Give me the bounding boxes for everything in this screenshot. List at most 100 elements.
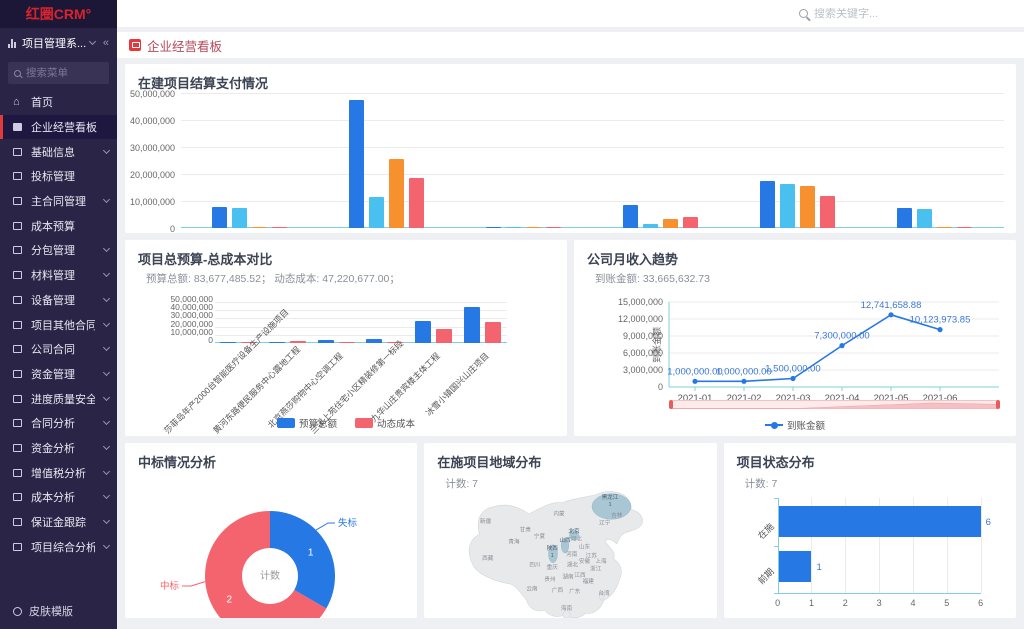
sidebar-item-15[interactable]: 资金分析 bbox=[0, 436, 117, 461]
pie-slice-中标[interactable] bbox=[205, 511, 327, 618]
highlighted-region-陕西[interactable] bbox=[548, 544, 559, 563]
data-point[interactable] bbox=[937, 327, 943, 333]
bar[interactable] bbox=[289, 340, 306, 343]
bar-在施[interactable] bbox=[778, 506, 981, 537]
bar[interactable] bbox=[251, 226, 267, 228]
bar[interactable] bbox=[368, 197, 384, 228]
bar[interactable] bbox=[760, 181, 776, 228]
contract-icon bbox=[13, 345, 22, 354]
sidebar-item-2[interactable]: 企业经营看板 bbox=[0, 114, 117, 140]
bar[interactable] bbox=[800, 185, 816, 228]
menu-search-input[interactable] bbox=[26, 67, 106, 79]
data-zoom-slider[interactable] bbox=[669, 400, 1000, 409]
highlighted-region-黑龙江[interactable] bbox=[592, 493, 632, 520]
sidebar-item-4[interactable]: 投标管理 bbox=[0, 164, 117, 189]
bar[interactable] bbox=[683, 216, 699, 228]
bar[interactable] bbox=[387, 342, 404, 343]
bar[interactable] bbox=[220, 341, 237, 343]
legend-item[interactable]: 到账金额 bbox=[764, 418, 825, 432]
sidebar-item-8[interactable]: 材料管理 bbox=[0, 263, 117, 288]
data-point[interactable] bbox=[790, 375, 796, 382]
bar[interactable] bbox=[643, 224, 659, 228]
sidebar-item-6[interactable]: 成本预算 bbox=[0, 213, 117, 238]
x-axis-line bbox=[181, 227, 1004, 228]
bar[interactable] bbox=[957, 227, 973, 228]
sidebar-item-14[interactable]: 合同分析 bbox=[0, 411, 117, 436]
line-series[interactable] bbox=[695, 313, 941, 383]
y-tick bbox=[773, 593, 778, 594]
sidebar-item-3[interactable]: 基础信息 bbox=[0, 139, 117, 164]
bar[interactable] bbox=[780, 184, 796, 228]
bar[interactable] bbox=[271, 227, 287, 228]
bar[interactable] bbox=[241, 342, 258, 343]
bar[interactable] bbox=[623, 205, 639, 228]
bar[interactable] bbox=[505, 227, 521, 228]
data-point[interactable] bbox=[839, 343, 845, 349]
pie-slice-失标[interactable] bbox=[270, 511, 335, 609]
bar[interactable] bbox=[388, 158, 404, 228]
data-point[interactable] bbox=[888, 312, 894, 318]
highlighted-region-山西[interactable] bbox=[561, 537, 570, 554]
chart-subtitle: 到账金额: 33,665,632.73 bbox=[595, 273, 710, 285]
row-2: 项目总预算-总成本对比 预算总额: 83,677,485.52； 动态成本: 4… bbox=[125, 240, 1016, 436]
menu-search[interactable] bbox=[8, 62, 109, 84]
bar[interactable] bbox=[268, 341, 285, 343]
zoom-handle-right[interactable] bbox=[996, 400, 1000, 409]
bar[interactable] bbox=[937, 226, 953, 228]
sidebar-item-12[interactable]: 资金管理 bbox=[0, 362, 117, 387]
sidebar-item-19[interactable]: 项目综合分析 bbox=[0, 534, 117, 559]
callout-line bbox=[315, 522, 335, 531]
sidebar-item-16[interactable]: 增值税分析 bbox=[0, 460, 117, 485]
legend-item[interactable]: 动态成本 bbox=[355, 416, 415, 430]
y-tick-label: 12,000,000 bbox=[618, 314, 663, 324]
sidebar-item-label: 项目其他合同 bbox=[31, 319, 95, 332]
sidebar-item-13[interactable]: 进度质量安全 bbox=[0, 386, 117, 411]
sidebar-item-label: 基础信息 bbox=[31, 146, 75, 159]
data-point[interactable] bbox=[692, 378, 698, 384]
sidebar-item-5[interactable]: 主合同管理 bbox=[0, 189, 117, 214]
workspace-label: 项目管理系... bbox=[22, 38, 87, 50]
bar[interactable] bbox=[317, 339, 334, 343]
bar[interactable] bbox=[231, 208, 247, 228]
zoom-handle-left[interactable] bbox=[669, 400, 673, 409]
bar[interactable] bbox=[408, 177, 424, 228]
sidebar-item-7[interactable]: 分包管理 bbox=[0, 238, 117, 263]
workspace-switcher[interactable]: 项目管理系... « bbox=[0, 28, 117, 58]
donut-center-label: 计数 bbox=[260, 569, 280, 582]
sidebar-item-17[interactable]: 成本分析 bbox=[0, 485, 117, 510]
global-search-input[interactable] bbox=[814, 7, 924, 20]
bar[interactable] bbox=[366, 338, 383, 343]
bar[interactable] bbox=[917, 208, 933, 228]
bar[interactable] bbox=[348, 100, 364, 228]
region-value: 1 bbox=[609, 502, 612, 508]
bar[interactable] bbox=[463, 307, 480, 343]
highlighted-region-北京[interactable] bbox=[569, 529, 580, 541]
chart-title: 项目总预算-总成本对比 bbox=[138, 252, 273, 267]
sidebar-item-11[interactable]: 公司合同 bbox=[0, 337, 117, 362]
bar[interactable] bbox=[211, 206, 227, 228]
bar[interactable] bbox=[897, 207, 913, 228]
sidebar-item-label: 成本分析 bbox=[31, 492, 75, 505]
legend-item[interactable]: 预算总额 bbox=[276, 416, 337, 430]
bar[interactable] bbox=[414, 321, 431, 343]
sidebar-item-1[interactable]: ⌂ 首页 bbox=[0, 90, 117, 115]
hainan-region[interactable] bbox=[562, 610, 571, 618]
bar[interactable] bbox=[485, 227, 501, 228]
global-search[interactable] bbox=[799, 7, 924, 20]
sidebar-item-skin-template[interactable]: 皮肤模版 bbox=[0, 597, 117, 625]
bar[interactable] bbox=[545, 227, 561, 228]
data-point[interactable] bbox=[741, 378, 747, 384]
bar[interactable] bbox=[663, 219, 679, 228]
bar-前期[interactable] bbox=[778, 551, 812, 582]
bar[interactable] bbox=[435, 329, 452, 343]
bar[interactable] bbox=[338, 342, 355, 343]
taiwan-region[interactable] bbox=[599, 590, 605, 601]
bar[interactable] bbox=[484, 321, 501, 343]
sidebar-item-10[interactable]: 项目其他合同 bbox=[0, 312, 117, 337]
bar[interactable] bbox=[525, 227, 541, 228]
collapse-sidebar-icon[interactable]: « bbox=[102, 37, 109, 49]
bar[interactable] bbox=[820, 196, 836, 228]
sidebar-item-9[interactable]: 设备管理 bbox=[0, 288, 117, 313]
sidebar-item-18[interactable]: 保证金跟踪 bbox=[0, 510, 117, 535]
